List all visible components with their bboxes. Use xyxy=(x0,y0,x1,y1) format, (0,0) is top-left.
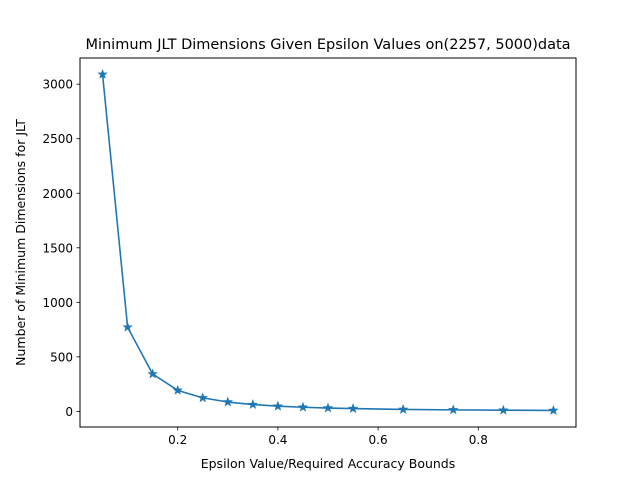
y-tick-label: 1500 xyxy=(42,241,73,255)
y-tick-label: 3000 xyxy=(42,78,73,92)
series-layer xyxy=(97,68,559,415)
data-point xyxy=(122,321,133,332)
x-tick-label: 0.4 xyxy=(268,433,287,447)
plot-frame xyxy=(79,57,577,428)
data-point xyxy=(197,392,208,403)
x-axis-label: Epsilon Value/Required Accuracy Bounds xyxy=(201,456,456,471)
chart-title: Minimum JLT Dimensions Given Epsilon Val… xyxy=(85,37,570,53)
data-point xyxy=(222,396,234,407)
y-tick-label: 0 xyxy=(65,405,73,419)
x-tick-label: 0.2 xyxy=(168,433,187,447)
data-point xyxy=(272,400,284,411)
data-point xyxy=(297,401,309,412)
data-point xyxy=(172,384,183,395)
data-point xyxy=(347,403,359,413)
y-tick-label: 1000 xyxy=(42,296,73,310)
data-point xyxy=(448,404,459,415)
data-point xyxy=(397,403,409,414)
y-tick-label: 2500 xyxy=(42,132,73,146)
data-point xyxy=(322,402,334,413)
y-axis-label: Number of Minimum Dimensions for JLT xyxy=(13,119,28,366)
data-point xyxy=(498,404,509,415)
y-axis: 0 500 1000 1500 2000 2500 3000 xyxy=(42,78,80,419)
x-tick-label: 0.6 xyxy=(369,433,388,447)
data-point xyxy=(97,68,108,79)
data-point xyxy=(247,399,259,409)
y-tick-label: 2000 xyxy=(42,187,73,201)
y-tick-label: 500 xyxy=(50,350,73,364)
data-point xyxy=(548,404,559,415)
data-point xyxy=(147,368,158,379)
x-tick-label: 0.8 xyxy=(469,433,488,447)
x-axis: 0.2 0.4 0.6 0.8 xyxy=(168,427,488,447)
